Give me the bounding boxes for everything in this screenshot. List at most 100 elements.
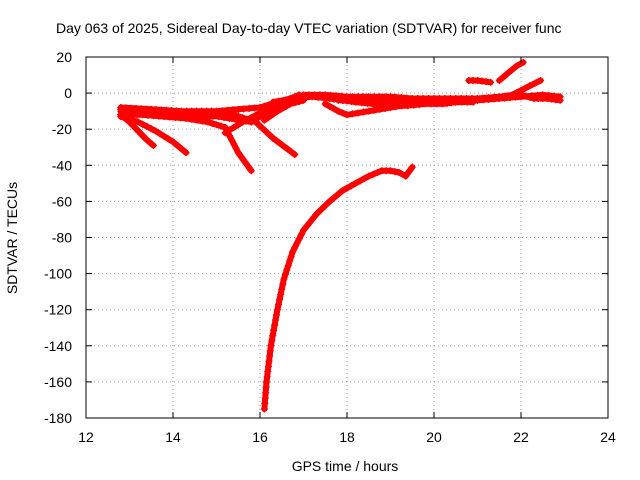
data-point — [213, 121, 220, 129]
data-point — [365, 172, 373, 180]
data-point — [274, 301, 282, 309]
data-point — [370, 106, 378, 114]
x-tick-label: 22 — [513, 429, 529, 445]
series-arc-17 — [260, 163, 416, 413]
data-point — [270, 326, 278, 334]
data-point — [286, 147, 294, 155]
data-point — [343, 111, 351, 119]
data-point — [303, 222, 311, 230]
data-point — [220, 113, 228, 121]
x-tick-label: 18 — [339, 429, 355, 445]
y-tick-label: -60 — [52, 193, 72, 209]
data-point — [279, 280, 287, 288]
data-point — [330, 194, 338, 202]
data-point — [281, 271, 289, 279]
data-point — [239, 118, 247, 126]
data-point — [356, 177, 364, 185]
series-arc-2 — [117, 113, 190, 157]
data-point — [173, 141, 181, 149]
data-point — [273, 137, 281, 145]
data-point — [269, 331, 277, 339]
data-point — [271, 321, 279, 329]
data-point — [169, 138, 177, 146]
y-tick-label: -20 — [52, 121, 72, 137]
data-point — [269, 98, 277, 106]
data-point — [526, 93, 534, 101]
data-point — [517, 91, 525, 99]
data-point — [309, 214, 317, 222]
data-point — [178, 145, 186, 153]
data-point — [289, 248, 297, 256]
data-point — [347, 182, 355, 190]
data-point — [343, 184, 351, 192]
data-point — [149, 141, 157, 149]
data-point — [395, 169, 403, 177]
data-point — [262, 128, 270, 136]
data-point — [391, 168, 399, 176]
series-arc-14 — [465, 76, 495, 86]
y-tick-label: -100 — [44, 266, 72, 282]
data-point — [267, 342, 275, 350]
data-point — [260, 116, 268, 124]
data-point — [313, 210, 321, 218]
data-point — [321, 100, 329, 108]
data-point — [266, 131, 274, 139]
data-point — [215, 113, 223, 121]
x-tick-label: 20 — [426, 429, 442, 445]
data-point — [291, 244, 299, 252]
data-point — [234, 121, 242, 129]
x-axis-title: GPS time / hours — [292, 458, 399, 474]
data-point — [276, 295, 284, 303]
data-point — [272, 316, 280, 324]
data-point — [284, 261, 292, 269]
data-point — [322, 201, 330, 209]
y-tick-label: -160 — [44, 374, 72, 390]
data-point — [408, 163, 416, 171]
data-point — [247, 167, 255, 175]
data-point — [130, 117, 138, 125]
data-point — [156, 130, 164, 138]
data-point — [293, 239, 301, 247]
data-point — [165, 135, 173, 143]
data-point — [265, 113, 273, 121]
data-point — [369, 170, 377, 178]
data-point — [265, 104, 273, 112]
data-point — [230, 140, 238, 148]
series-trail — [496, 59, 527, 84]
data-point — [139, 120, 147, 128]
data-point — [152, 127, 160, 135]
data-point — [387, 167, 394, 175]
axis-ticks: 12 14 16 18 20 22 24 20 0 -20 -40 -60 -80 -100 -120 -14… — [44, 49, 616, 445]
y-tick-label: 0 — [64, 85, 72, 101]
data-point — [234, 149, 242, 157]
series-arc-16 — [517, 91, 564, 104]
data-point — [282, 102, 290, 110]
y-tick-label: -80 — [52, 230, 72, 246]
data-point — [278, 105, 286, 113]
data-point — [402, 172, 410, 180]
data-point — [531, 79, 539, 87]
data-point — [300, 226, 307, 234]
data-point — [330, 105, 338, 113]
data-point — [521, 92, 529, 100]
data-point — [405, 168, 413, 176]
data-point — [243, 116, 251, 124]
data-point — [226, 126, 234, 134]
data-point — [556, 96, 564, 104]
data-point — [521, 84, 529, 92]
data-point — [160, 132, 168, 140]
data-point — [359, 108, 367, 116]
data-point — [285, 95, 293, 103]
data-point — [291, 150, 299, 158]
data-point — [269, 110, 277, 118]
x-tick-label: 14 — [165, 429, 181, 445]
data-point — [217, 122, 225, 130]
data-point — [297, 231, 305, 239]
data-point — [255, 121, 263, 129]
x-tick-label: 16 — [252, 429, 268, 445]
data-point — [348, 110, 356, 118]
data-point — [280, 96, 288, 104]
data-point — [278, 285, 286, 293]
x-tick-label: 24 — [600, 429, 616, 445]
